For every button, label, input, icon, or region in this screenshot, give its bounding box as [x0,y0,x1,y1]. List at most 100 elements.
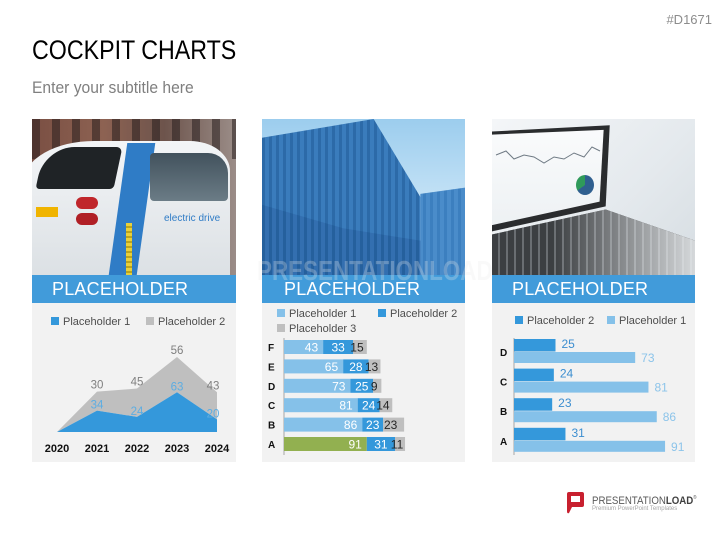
clustered-bar-chart[interactable]: D 25 73 C 24 81 B 23 86 A 31 91 [492,119,695,462]
card-stacked-bar-chart: PLACEHOLDER Placeholder 1 Placeholder 2 … [262,119,465,462]
photo-laptop-with-charts[interactable] [492,119,695,275]
data-label: 9 [371,379,378,393]
photo-shipping-containers[interactable] [262,119,465,275]
brand-tagline: Premium PowerPoint Templates [592,506,678,512]
container-stack [420,187,465,275]
bar-placeholder-1[interactable] [514,440,666,452]
legend-swatch [277,309,285,317]
bar-segment[interactable] [395,437,406,451]
x-axis-label: 2024 [205,443,230,455]
legend-label: Placeholder 2 [390,308,458,320]
data-label: 73 [332,379,346,393]
data-label: 20 [207,408,220,420]
bar-segment[interactable] [284,340,324,354]
car-tail-light [76,213,98,225]
data-label: 86 [663,410,677,424]
bar-segment[interactable] [350,378,374,393]
category-label: D [500,348,507,359]
car-tail-light [76,197,98,209]
presentationload-logo-icon [567,492,584,514]
bar-segment[interactable] [284,378,351,393]
brand-name: PRESENTATIONLOAD® [592,492,697,507]
bar-segment[interactable] [323,340,354,354]
bar-segment[interactable] [357,398,380,413]
area-series-placeholder-1[interactable] [57,392,217,432]
legend-swatch [146,317,154,325]
bar-segment[interactable] [379,398,393,413]
bar-segment[interactable] [383,417,405,432]
legend-label: Placeholder 3 [289,323,357,335]
photo-text: electric drive [164,213,221,224]
x-axis-label: 2023 [165,443,189,455]
x-axis-label: 2022 [125,443,149,455]
data-label: 91 [348,438,362,452]
car-side-window [150,153,228,201]
page-title[interactable]: COCKPIT CHARTS [32,35,237,65]
area-chart[interactable]: 2020 30 34 2021 45 24 2022 56 63 2023 43 20 2024 [32,119,236,462]
data-label: 34 [91,400,104,412]
bar-segment[interactable] [343,359,369,374]
placeholder-label[interactable]: PLACEHOLDER [52,279,189,299]
category-label: E [268,362,275,373]
bar-placeholder-2[interactable] [514,398,553,411]
bar-segment[interactable] [366,437,396,451]
data-label: 25 [355,379,369,393]
charging-cable [126,223,132,275]
category-label: A [268,440,275,451]
area-series-placeholder-2[interactable] [57,357,217,432]
placeholder-band: PLACEHOLDER [32,275,236,303]
legend-swatch [378,309,386,317]
data-label: 81 [654,381,668,395]
data-label: 45 [131,377,144,389]
placeholder-label[interactable]: PLACEHOLDER [284,279,421,299]
data-label: 28 [349,360,363,374]
data-label: 23 [384,418,398,432]
brand-regular: PRESENTATION [592,495,666,507]
brand-bold: LOAD [665,495,694,507]
bar-placeholder-2[interactable] [514,427,566,441]
x-axis-label: 2021 [85,443,109,455]
legend-item: Placeholder 1 [277,308,356,320]
bar-placeholder-1[interactable] [514,381,649,393]
category-label: A [500,437,507,448]
bar-placeholder-1[interactable] [514,411,657,423]
bar-placeholder-2[interactable] [514,368,554,382]
data-label: 43 [207,380,220,392]
data-label: 43 [305,341,319,355]
legend-item: Placeholder 1 [607,315,686,327]
bar-segment[interactable] [362,417,384,432]
bar-segment[interactable] [353,340,367,354]
data-label: 11 [391,438,404,452]
x-axis-label: 2020 [45,443,69,455]
bar-segment[interactable] [284,417,363,432]
bar-segment[interactable] [284,398,358,413]
registered-mark: ® [693,495,697,501]
data-label: 73 [641,351,655,365]
legend-item: Placeholder 2 [378,308,457,320]
data-label: 15 [350,341,364,355]
data-label: 91 [671,440,685,454]
bar-segment[interactable] [284,437,367,451]
data-label: 63 [171,381,184,393]
screen-pie-chart-icon [576,175,594,195]
bar-placeholder-2[interactable] [514,339,556,352]
card-clustered-bar-chart: PLACEHOLDER Placeholder 2 Placeholder 1 … [492,119,695,462]
bar-segment[interactable] [373,378,382,393]
document-id: #D1671 [666,12,712,27]
page-subtitle[interactable]: Enter your subtitle here [32,78,194,97]
bar-segment[interactable] [368,359,381,374]
bar-placeholder-1[interactable] [514,352,636,363]
placeholder-label[interactable]: PLACEHOLDER [512,279,649,299]
stacked-bar-chart[interactable]: F 43 33 15 E 65 28 13 D 73 25 9 C 81 24 14 B 86 23 23 A 91 31 1… [262,119,465,462]
data-label: 24 [560,367,574,381]
category-label: C [268,401,275,412]
legend-label: Placeholder 2 [527,315,595,327]
category-label: C [500,378,507,389]
photo-electric-car[interactable]: electric drive [32,119,236,275]
legend-label: Placeholder 1 [289,308,357,320]
bar-segment[interactable] [284,359,344,374]
screen-line-chart-icon [495,146,601,164]
legend-label: Placeholder 2 [158,316,226,328]
legend-swatch [607,316,615,324]
legend-swatch [515,316,523,324]
